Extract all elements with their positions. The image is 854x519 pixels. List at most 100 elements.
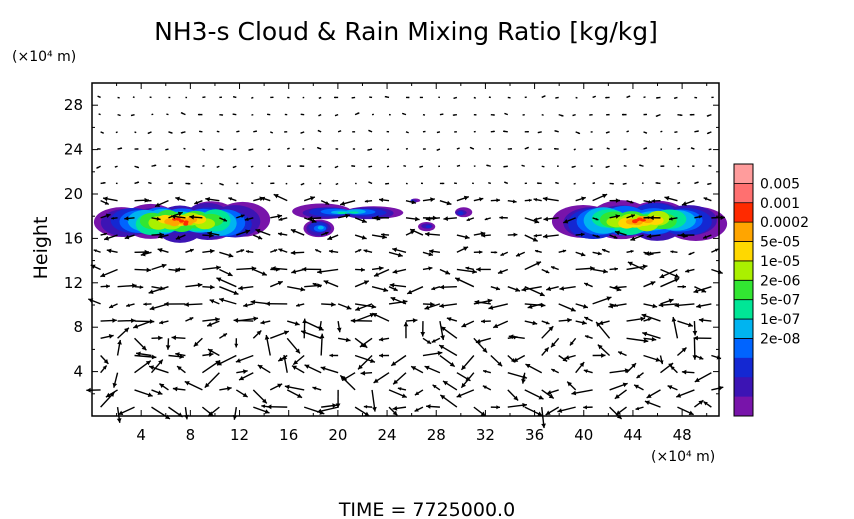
wind-vector bbox=[303, 217, 317, 223]
wind-vector bbox=[320, 200, 330, 205]
wind-vector bbox=[694, 181, 699, 185]
wind-vector bbox=[541, 95, 546, 99]
wind-vector-head bbox=[300, 286, 306, 292]
wind-vector-head bbox=[149, 365, 155, 370]
wind-vector bbox=[314, 248, 322, 253]
wind-vector bbox=[706, 131, 712, 135]
cloud-contour bbox=[179, 219, 185, 223]
wind-vector-head bbox=[645, 147, 647, 150]
wind-vector-shaft bbox=[573, 148, 576, 151]
wind-vector bbox=[175, 196, 186, 202]
wind-vector-head bbox=[112, 318, 117, 323]
wind-vector bbox=[703, 401, 712, 408]
wind-vector-head bbox=[698, 215, 703, 219]
wind-vector bbox=[331, 199, 339, 203]
wind-vector bbox=[643, 336, 657, 342]
wind-vector bbox=[503, 165, 508, 168]
wind-vector bbox=[503, 130, 508, 133]
wind-vector bbox=[320, 366, 339, 374]
wind-vector bbox=[592, 251, 602, 256]
wind-vector bbox=[499, 215, 508, 220]
wind-vector bbox=[202, 96, 206, 99]
wind-vector-head bbox=[461, 382, 467, 388]
wind-vector bbox=[172, 386, 186, 392]
wind-vector-head bbox=[652, 303, 658, 309]
wind-vector-head bbox=[328, 249, 333, 254]
wind-vector bbox=[235, 389, 249, 398]
wind-vector-head bbox=[644, 400, 650, 405]
wind-vector bbox=[316, 406, 339, 414]
wind-vector-head bbox=[537, 131, 540, 134]
wind-vector bbox=[403, 165, 407, 167]
wind-vector-head bbox=[664, 196, 670, 201]
wind-vector-head bbox=[615, 410, 621, 415]
y-tick-label: 24 bbox=[64, 141, 83, 159]
wind-vector-head bbox=[630, 236, 636, 241]
wind-vector bbox=[185, 282, 203, 288]
wind-vector-shaft bbox=[134, 131, 137, 134]
wind-vector-head bbox=[526, 147, 529, 149]
wind-vector-head bbox=[564, 355, 570, 360]
wind-vector-head bbox=[325, 201, 330, 205]
wind-vector-head bbox=[693, 335, 698, 341]
wind-vector-head bbox=[670, 365, 675, 371]
wind-vector-head bbox=[215, 360, 221, 365]
wind-vector-head bbox=[472, 269, 477, 274]
wind-vector-head bbox=[317, 130, 320, 132]
wind-vector bbox=[278, 217, 288, 222]
wind-vector-head bbox=[655, 357, 661, 362]
wind-vector-head bbox=[431, 286, 436, 291]
wind-vector-head bbox=[401, 393, 407, 398]
wind-vector bbox=[151, 406, 171, 420]
wind-vector bbox=[558, 317, 572, 323]
wind-vector bbox=[257, 364, 271, 374]
wind-vector bbox=[176, 365, 186, 374]
wind-vector-head bbox=[346, 305, 352, 310]
cloud-contour bbox=[640, 218, 646, 222]
wind-vector-head bbox=[257, 235, 263, 240]
wind-vector bbox=[443, 216, 457, 222]
wind-vector-head bbox=[513, 232, 518, 237]
wind-vector bbox=[690, 147, 695, 150]
wind-vector-head bbox=[360, 267, 365, 272]
wind-vector bbox=[207, 406, 220, 417]
wind-vector bbox=[533, 197, 542, 202]
wind-vector-head bbox=[86, 387, 91, 393]
wind-vector bbox=[266, 404, 288, 410]
wind-vector-head bbox=[639, 164, 642, 167]
wind-vector-head bbox=[431, 338, 436, 343]
wind-vector bbox=[405, 131, 409, 134]
wind-vector bbox=[635, 406, 644, 411]
wind-vector bbox=[606, 147, 610, 150]
wind-vector-head bbox=[532, 320, 538, 326]
wind-vector-head bbox=[698, 400, 704, 405]
wind-vector bbox=[264, 334, 271, 356]
wind-vector bbox=[100, 200, 110, 206]
wind-vector bbox=[613, 285, 627, 290]
wind-vector bbox=[643, 281, 656, 288]
wind-vector bbox=[267, 113, 271, 116]
wind-vector-head bbox=[148, 289, 154, 294]
wind-vector bbox=[542, 196, 559, 202]
wind-vector bbox=[456, 147, 460, 150]
wind-vector-head bbox=[562, 357, 568, 362]
wind-vector-head bbox=[583, 405, 587, 410]
wind-vector bbox=[422, 251, 434, 257]
wind-vector bbox=[473, 197, 484, 202]
wind-vector bbox=[134, 165, 140, 169]
wind-vector-head bbox=[615, 198, 621, 203]
wind-vector bbox=[473, 406, 486, 417]
wind-vector bbox=[354, 234, 367, 240]
wind-vector-head bbox=[360, 370, 366, 376]
wind-vector bbox=[626, 337, 649, 344]
wind-vector bbox=[575, 320, 587, 325]
wind-vector-head bbox=[272, 96, 274, 99]
wind-vector-head bbox=[647, 317, 652, 322]
wind-vector bbox=[368, 165, 373, 168]
colorbar-swatch bbox=[734, 377, 753, 398]
wind-vector bbox=[656, 96, 661, 99]
wind-vector bbox=[525, 363, 543, 374]
wind-vector-shaft bbox=[541, 113, 544, 116]
wind-vector-head bbox=[278, 232, 282, 237]
wind-vector bbox=[218, 297, 237, 305]
